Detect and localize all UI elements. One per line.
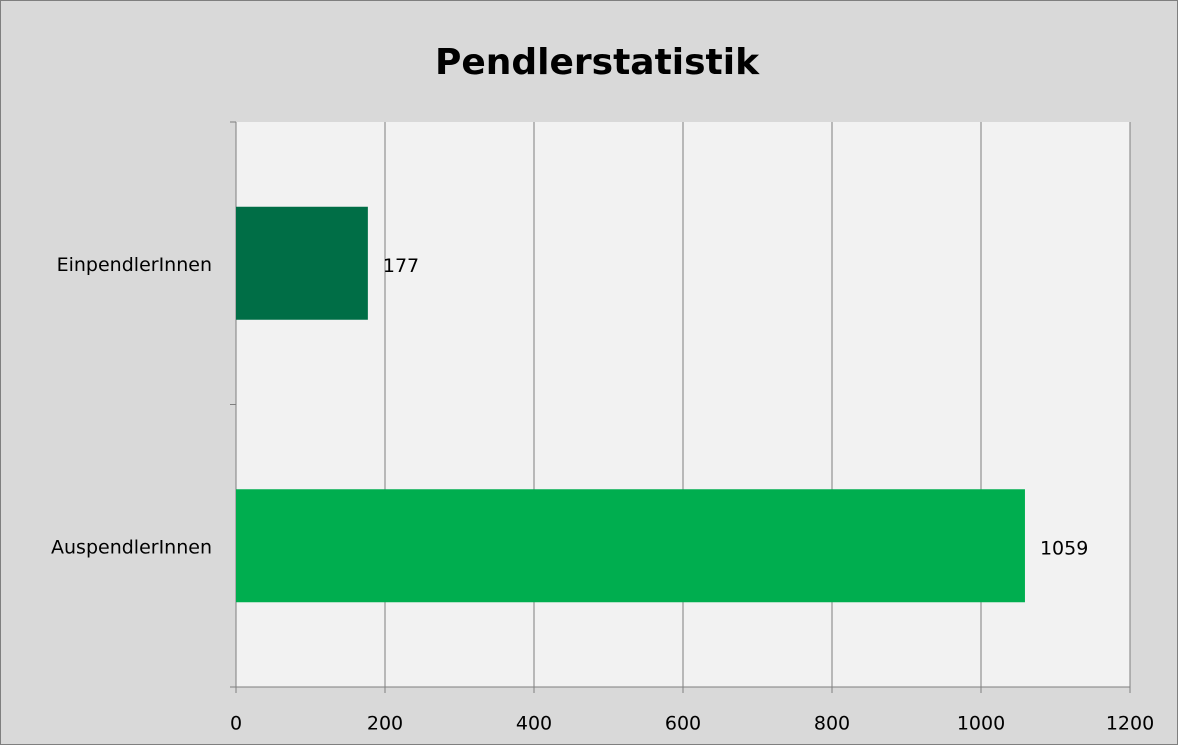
chart-title: Pendlerstatistik [435,42,760,83]
x-tick-label: 1000 [957,713,1005,735]
x-tick-label: 200 [367,713,403,735]
x-tick-label: 400 [516,713,552,735]
x-tick-label: 1200 [1106,713,1154,735]
x-tick-label: 800 [814,713,850,735]
x-tick-label: 0 [230,713,242,735]
x-tick-label: 600 [665,713,701,735]
data-label: 1059 [1040,537,1088,559]
bar [236,206,368,320]
y-tick-label: EinpendlerInnen [57,254,212,276]
data-label: 177 [383,255,419,277]
bar [236,489,1025,603]
y-tick-label: AuspendlerInnen [51,536,212,558]
